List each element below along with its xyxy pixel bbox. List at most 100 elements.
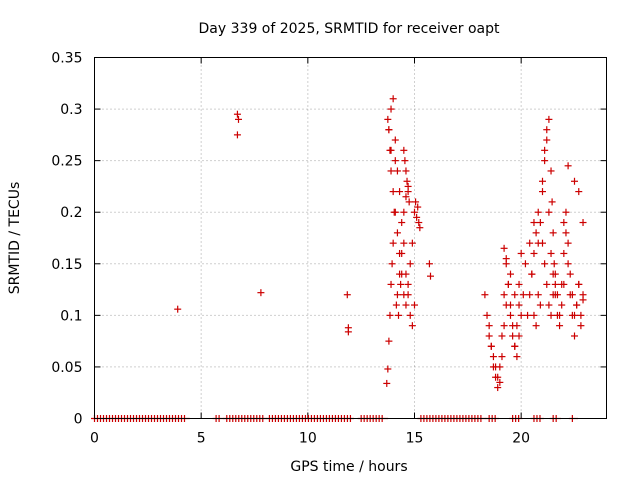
data-point xyxy=(573,301,581,309)
data-point xyxy=(412,198,420,206)
data-point xyxy=(502,255,510,263)
data-point xyxy=(385,337,393,345)
y-tick-label: 0.05 xyxy=(51,360,82,376)
data-point xyxy=(343,291,351,299)
data-point xyxy=(235,115,242,123)
data-point xyxy=(571,177,578,185)
data-point xyxy=(483,311,491,319)
x-tick-label: 0 xyxy=(90,431,99,447)
data-point xyxy=(524,311,532,319)
data-point xyxy=(496,378,504,386)
plot-frame xyxy=(94,57,607,419)
data-point xyxy=(391,157,399,165)
data-point xyxy=(402,301,410,309)
data-point xyxy=(485,322,493,330)
data-point xyxy=(539,177,546,185)
data-point xyxy=(558,280,566,288)
data-point xyxy=(387,105,395,113)
y-tick-label: 0.25 xyxy=(51,154,82,170)
data-point xyxy=(530,249,538,257)
data-point xyxy=(397,280,405,288)
data-point xyxy=(411,301,418,309)
data-point xyxy=(408,239,416,247)
y-tick-label: 0 xyxy=(74,412,83,428)
data-point xyxy=(541,260,549,268)
data-point xyxy=(257,289,265,297)
y-tick-labels: 0 0.05 0.1 0.15 0.2 0.25 0.3 0.35 xyxy=(51,51,82,428)
data-points xyxy=(91,95,587,422)
data-point xyxy=(400,208,408,216)
data-point xyxy=(556,311,564,319)
data-point xyxy=(393,167,401,175)
data-point xyxy=(494,384,502,392)
data-point xyxy=(389,188,397,196)
data-point xyxy=(401,157,409,165)
data-point xyxy=(406,260,414,268)
data-point xyxy=(481,291,489,299)
data-point xyxy=(579,296,587,304)
data-point xyxy=(509,332,517,340)
y-tick-label: 0.35 xyxy=(51,51,82,67)
data-point xyxy=(391,136,399,144)
data-point xyxy=(396,188,404,196)
data-point xyxy=(534,291,542,299)
data-point xyxy=(539,188,546,196)
data-point xyxy=(515,301,523,309)
data-point xyxy=(534,208,542,216)
data-point xyxy=(543,126,551,134)
data-point xyxy=(500,322,508,330)
data-point xyxy=(575,280,583,288)
data-point xyxy=(492,373,500,381)
data-point xyxy=(511,291,519,299)
data-point xyxy=(515,280,523,288)
data-point xyxy=(509,322,517,330)
axis-ticks xyxy=(94,57,607,419)
data-point xyxy=(564,239,572,247)
data-point xyxy=(395,311,402,319)
data-point xyxy=(416,224,424,232)
data-point xyxy=(547,249,555,257)
data-point xyxy=(489,353,497,361)
data-point xyxy=(577,311,585,319)
data-point xyxy=(413,213,421,221)
data-point xyxy=(387,280,395,288)
data-point xyxy=(534,239,542,247)
data-point xyxy=(498,353,506,361)
data-point xyxy=(384,365,392,373)
data-point xyxy=(521,260,529,268)
data-point xyxy=(415,219,423,227)
data-point xyxy=(487,342,495,350)
x-tick-label: 10 xyxy=(299,431,317,447)
data-point xyxy=(550,260,558,268)
data-point xyxy=(388,260,396,268)
data-point xyxy=(568,291,576,299)
data-point xyxy=(344,328,352,336)
data-point xyxy=(233,131,241,139)
data-point xyxy=(528,270,536,278)
data-point xyxy=(519,291,527,299)
data-point xyxy=(504,280,512,288)
data-point xyxy=(548,198,556,206)
data-point xyxy=(402,167,410,175)
data-point xyxy=(562,229,570,237)
data-point xyxy=(507,311,514,319)
data-point xyxy=(389,239,397,247)
data-point xyxy=(405,198,413,206)
data-point xyxy=(517,249,525,257)
data-point xyxy=(551,280,559,288)
data-point xyxy=(391,208,399,216)
data-point xyxy=(507,301,514,309)
data-point xyxy=(532,322,540,330)
data-point xyxy=(513,353,521,361)
data-point xyxy=(541,157,549,165)
x-axis-label: GPS time / hours xyxy=(290,459,407,475)
data-point xyxy=(571,332,578,340)
data-point xyxy=(526,239,534,247)
data-point xyxy=(174,305,182,313)
data-point xyxy=(511,342,519,350)
data-point xyxy=(393,291,401,299)
data-point xyxy=(545,208,553,216)
data-point xyxy=(389,95,397,103)
data-point xyxy=(400,239,408,247)
data-point xyxy=(386,311,394,319)
